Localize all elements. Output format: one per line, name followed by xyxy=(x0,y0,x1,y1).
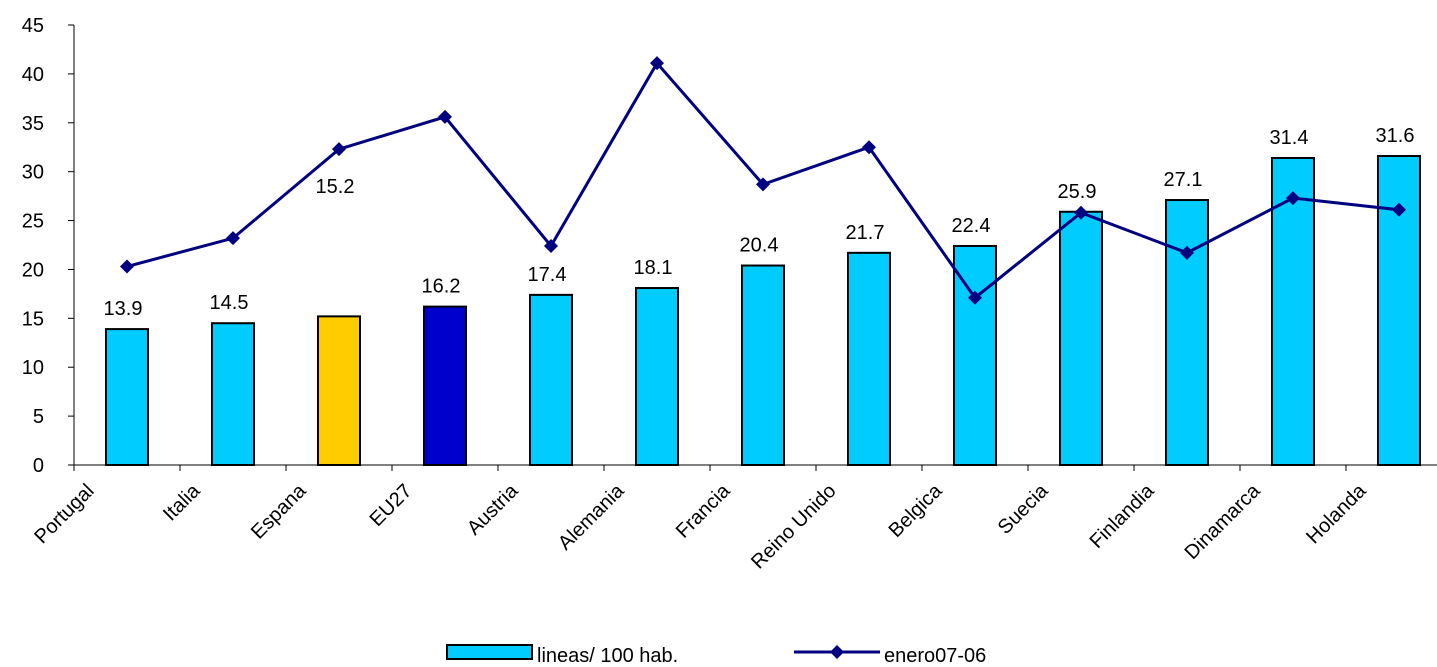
legend-marker xyxy=(830,645,844,659)
y-tick-label: 10 xyxy=(22,357,44,379)
category-label: EU27 xyxy=(366,480,417,531)
bar xyxy=(1165,199,1209,466)
bar xyxy=(741,264,785,466)
data-label: 17.4 xyxy=(528,264,567,286)
bar-series xyxy=(105,155,1421,467)
category-label: Dinamarca xyxy=(1181,479,1266,564)
legend: lineas/ 100 hab. enero07-06 xyxy=(446,644,986,667)
line-point xyxy=(650,56,664,71)
line-point xyxy=(1180,245,1194,260)
data-label: 21.7 xyxy=(846,222,885,244)
data-label: 31.4 xyxy=(1270,127,1309,149)
bar xyxy=(953,244,997,466)
category-label: Austria xyxy=(463,479,523,539)
data-label: 14.5 xyxy=(210,292,249,314)
y-tick-label: 5 xyxy=(33,406,44,428)
category-label: Holanda xyxy=(1302,479,1371,548)
line-point xyxy=(1286,191,1300,206)
category-label: Portugal xyxy=(30,480,98,548)
bar xyxy=(1377,155,1421,466)
y-tick-label: 15 xyxy=(22,308,44,330)
category-label: Italia xyxy=(159,479,205,525)
data-label: 25.9 xyxy=(1058,181,1097,203)
line-point xyxy=(1074,205,1088,220)
data-label: 18.1 xyxy=(634,257,673,279)
line-point xyxy=(862,140,876,155)
line-point xyxy=(226,231,240,246)
y-tick-label: 20 xyxy=(22,259,44,281)
line-point xyxy=(120,259,134,274)
y-tick-label: 0 xyxy=(33,455,44,477)
bar xyxy=(847,251,891,466)
category-label: Reino Unido xyxy=(747,480,840,573)
legend-label: enero07-06 xyxy=(884,645,986,667)
data-label: 31.6 xyxy=(1376,125,1415,147)
data-label: 13.9 xyxy=(104,298,143,320)
category-labels: Portugal Italia Espana EU27 Austria Alemania F… xyxy=(30,479,1371,573)
category-label: Belgica xyxy=(885,479,948,542)
bar xyxy=(317,315,361,466)
bar xyxy=(529,293,573,466)
data-label: 27.1 xyxy=(1164,169,1203,191)
bar xyxy=(211,322,255,466)
line-point xyxy=(438,109,452,124)
data-label: 15.2 xyxy=(316,176,355,198)
data-labels: 13.9 14.5 15.2 16.2 17.4 18.1 20.4 21.7 22.4 25.9… xyxy=(104,125,1415,320)
bar xyxy=(105,328,149,467)
category-label: Francia xyxy=(672,479,735,542)
y-tick-label: 45 xyxy=(22,15,44,37)
legend-swatch-bar xyxy=(446,644,533,660)
data-label: 20.4 xyxy=(740,235,779,257)
line-point xyxy=(756,177,770,192)
legend-label: lineas/ 100 hab. xyxy=(537,645,678,667)
line-point xyxy=(332,142,346,157)
y-tick-label: 25 xyxy=(22,211,44,233)
y-tick-label: 30 xyxy=(22,162,44,184)
y-tick-label: 40 xyxy=(22,64,44,86)
line-point xyxy=(544,238,558,253)
chart-axes: 0 5 10 15 20 25 30 35 40 45 xyxy=(22,15,1437,477)
bar xyxy=(423,305,467,466)
y-tick-label: 35 xyxy=(22,113,44,135)
data-label: 22.4 xyxy=(952,215,991,237)
category-label: Espana xyxy=(247,479,311,543)
bar xyxy=(1059,210,1103,466)
line-point xyxy=(1392,202,1406,217)
line-point xyxy=(968,290,982,305)
bar xyxy=(635,287,679,466)
bar xyxy=(1271,156,1315,466)
data-label: 16.2 xyxy=(422,276,461,298)
category-label: Suecia xyxy=(994,479,1053,538)
line-series xyxy=(120,56,1406,305)
category-label: Finlandia xyxy=(1086,479,1160,553)
category-label: Alemania xyxy=(554,479,629,554)
